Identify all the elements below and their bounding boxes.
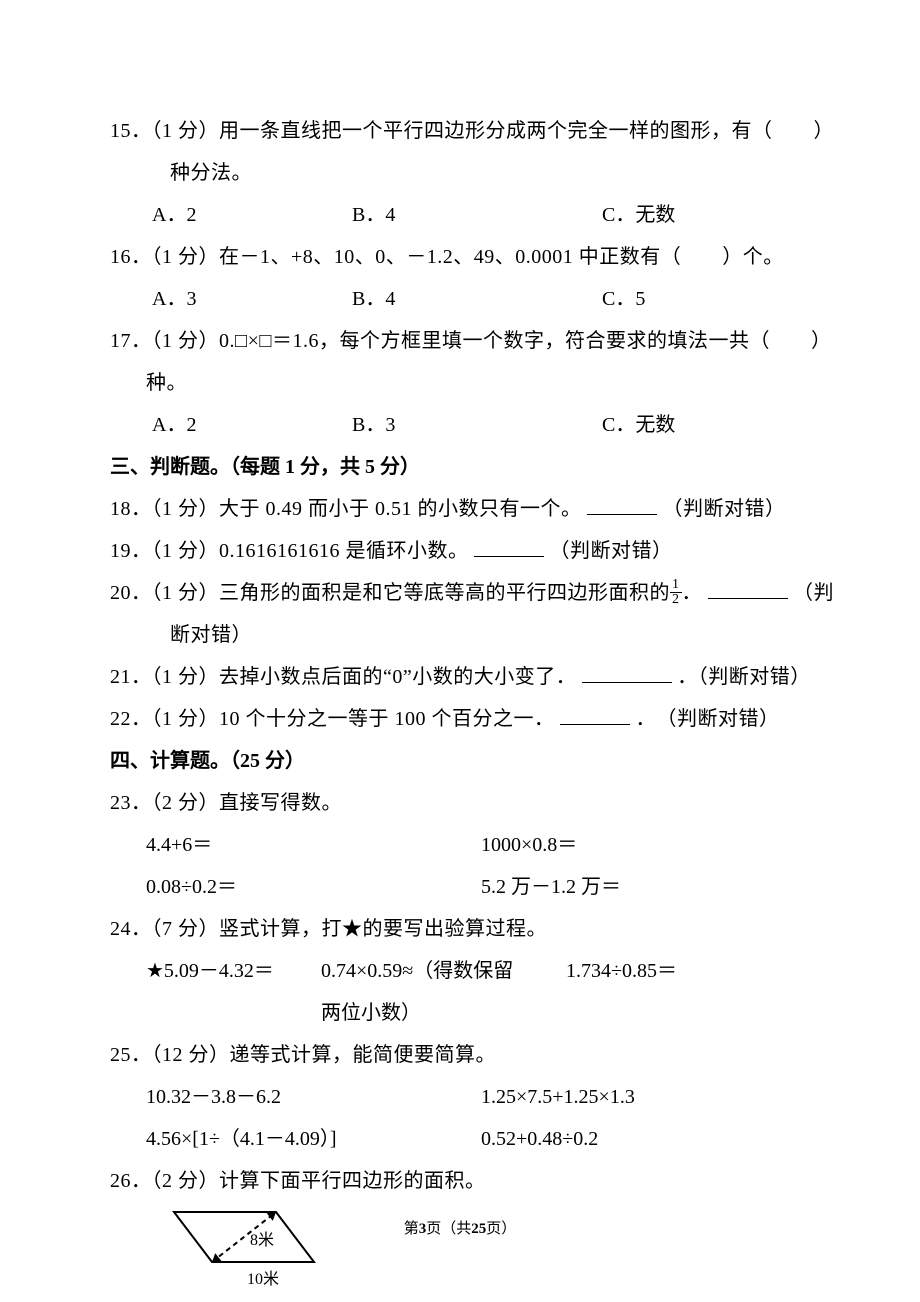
q18-pre: 18．（1 分）大于 0.49 而小于 0.51 的小数只有一个。	[110, 498, 587, 520]
question-17-options: A．2 B．3 C．无数	[110, 404, 810, 446]
question-23: 23．（2 分）直接写得数。	[110, 782, 810, 824]
option-c: C．5	[602, 278, 645, 320]
question-25: 25．（12 分）递等式计算，能简便要简算。	[110, 1034, 810, 1076]
expr: 0.74×0.59≈（得数保留	[321, 950, 566, 992]
question-22: 22．（1 分）10 个十分之一等于 100 个百分之一． ． （判断对错）	[110, 698, 810, 740]
q22-pre: 22．（1 分）10 个十分之一等于 100 个百分之一．	[110, 708, 560, 730]
expr: 0.52+0.48÷0.2	[481, 1118, 598, 1160]
q21-pre: 21．（1 分）去掉小数点后面的“0”小数的大小变了．	[110, 666, 582, 688]
expr: 4.4+6＝	[146, 824, 481, 866]
section-4-heading: 四、计算题。（25 分）	[110, 740, 810, 782]
option-a: A．3	[152, 278, 352, 320]
option-b: B．4	[352, 194, 602, 236]
question-26: 26．（2 分）计算下面平行四边形的面积。	[110, 1160, 810, 1202]
q25-row1: 10.32－3.8－6.2 1.25×7.5+1.25×1.3	[110, 1076, 810, 1118]
q25-row2: 4.56×[1÷（4.1－4.09）] 0.52+0.48÷0.2	[110, 1118, 810, 1160]
q20-post: （判	[788, 582, 835, 604]
q23-row2: 0.08÷0.2＝ 5.2 万－1.2 万＝	[110, 866, 810, 908]
expr: 1.734÷0.85＝	[566, 950, 677, 992]
expr: 1.25×7.5+1.25×1.3	[481, 1076, 635, 1118]
footer-text: 页（共	[426, 1221, 471, 1237]
blank	[560, 704, 630, 725]
q18-post: （判断对错）	[663, 498, 786, 520]
expr: 两位小数）	[321, 992, 566, 1034]
expr: 4.56×[1÷（4.1－4.09）]	[146, 1118, 481, 1160]
expr: ★5.09－4.32＝	[146, 950, 321, 992]
q23-row1: 4.4+6＝ 1000×0.8＝	[110, 824, 810, 866]
footer-total-pages: 25	[471, 1221, 486, 1237]
expr: 5.2 万－1.2 万＝	[481, 866, 621, 908]
question-18: 18．（1 分）大于 0.49 而小于 0.51 的小数只有一个。 （判断对错）	[110, 488, 810, 530]
question-17-line2: 种。	[110, 362, 810, 404]
question-15-line1: 15．（1 分）用一条直线把一个平行四边形分成两个完全一样的图形，有（ ）	[110, 110, 810, 152]
expr: 1000×0.8＝	[481, 824, 577, 866]
question-15-options: A．2 B．4 C．无数	[110, 194, 810, 236]
option-c: C．无数	[602, 404, 675, 446]
q19-post: （判断对错）	[550, 540, 673, 562]
svg-text:10米: 10米	[247, 1270, 279, 1288]
expr: 10.32－3.8－6.2	[146, 1076, 481, 1118]
q22-post: ． （判断对错）	[636, 708, 780, 730]
option-b: B．3	[352, 404, 602, 446]
question-19: 19．（1 分）0.1616161616 是循环小数。 （判断对错）	[110, 530, 810, 572]
question-15-line2: 种分法。	[110, 152, 810, 194]
q20-pre: 20．（1 分）三角形的面积是和它等底等高的平行四边形面积的	[110, 582, 670, 604]
question-16-options: A．3 B．4 C．5	[110, 278, 810, 320]
fraction-one-half: 12	[670, 578, 682, 607]
option-c: C．无数	[602, 194, 675, 236]
question-20-line1: 20．（1 分）三角形的面积是和它等底等高的平行四边形面积的12． （判	[110, 572, 810, 614]
question-21: 21．（1 分）去掉小数点后面的“0”小数的大小变了． ．（判断对错）	[110, 656, 810, 698]
q24-row: ★5.09－4.32＝ 0.74×0.59≈（得数保留 1.734÷0.85＝	[110, 950, 810, 992]
question-24: 24．（7 分）竖式计算，打★的要写出验算过程。	[110, 908, 810, 950]
question-20-line2: 断对错）	[110, 614, 810, 656]
page-footer: 第3页（共25页）	[0, 1217, 920, 1238]
option-a: A．2	[152, 404, 352, 446]
blank	[474, 536, 544, 557]
question-16: 16．（1 分）在－1、+8、10、0、－1.2、49、0.0001 中正数有（…	[110, 236, 810, 278]
q20-mid: ．	[682, 582, 708, 604]
expr: 0.08÷0.2＝	[146, 866, 481, 908]
blank	[587, 494, 657, 515]
section-3-heading: 三、判断题。（每题 1 分，共 5 分）	[110, 446, 810, 488]
option-b: B．4	[352, 278, 602, 320]
expr	[146, 992, 321, 1034]
footer-text: 页）	[486, 1221, 516, 1237]
q19-pre: 19．（1 分）0.1616161616 是循环小数。	[110, 540, 474, 562]
blank	[708, 578, 788, 599]
blank	[582, 662, 672, 683]
q24-row-cont: 两位小数）	[110, 992, 810, 1034]
question-17-line1: 17．（1 分）0.□×□＝1.6，每个方框里填一个数字，符合要求的填法一共（ …	[110, 320, 810, 362]
option-a: A．2	[152, 194, 352, 236]
footer-text: 第	[404, 1221, 419, 1237]
q21-post: ．（判断对错）	[677, 666, 811, 688]
